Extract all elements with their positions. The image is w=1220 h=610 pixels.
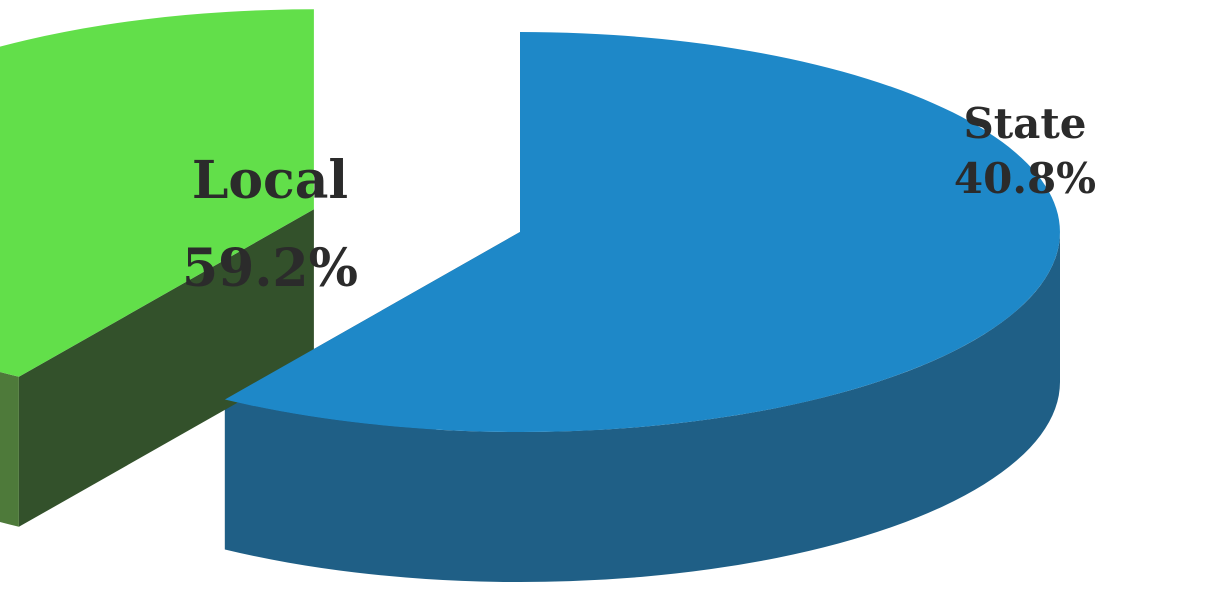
state-slice [0,9,314,377]
state-value-label: 40.8% [954,154,1096,203]
slice-tops [0,9,1060,433]
local-slice [224,32,1060,433]
local-name-label: Local [192,150,348,211]
local-value-label: 59.2% [182,238,358,299]
slice-labels: Local 59.2% State 40.8% [182,99,1096,299]
state-name-label: State [963,99,1086,148]
state-outer-wall-1 [0,371,19,527]
local-outer-wall-1 [224,232,1060,583]
state-cut-face-1 [18,209,314,527]
